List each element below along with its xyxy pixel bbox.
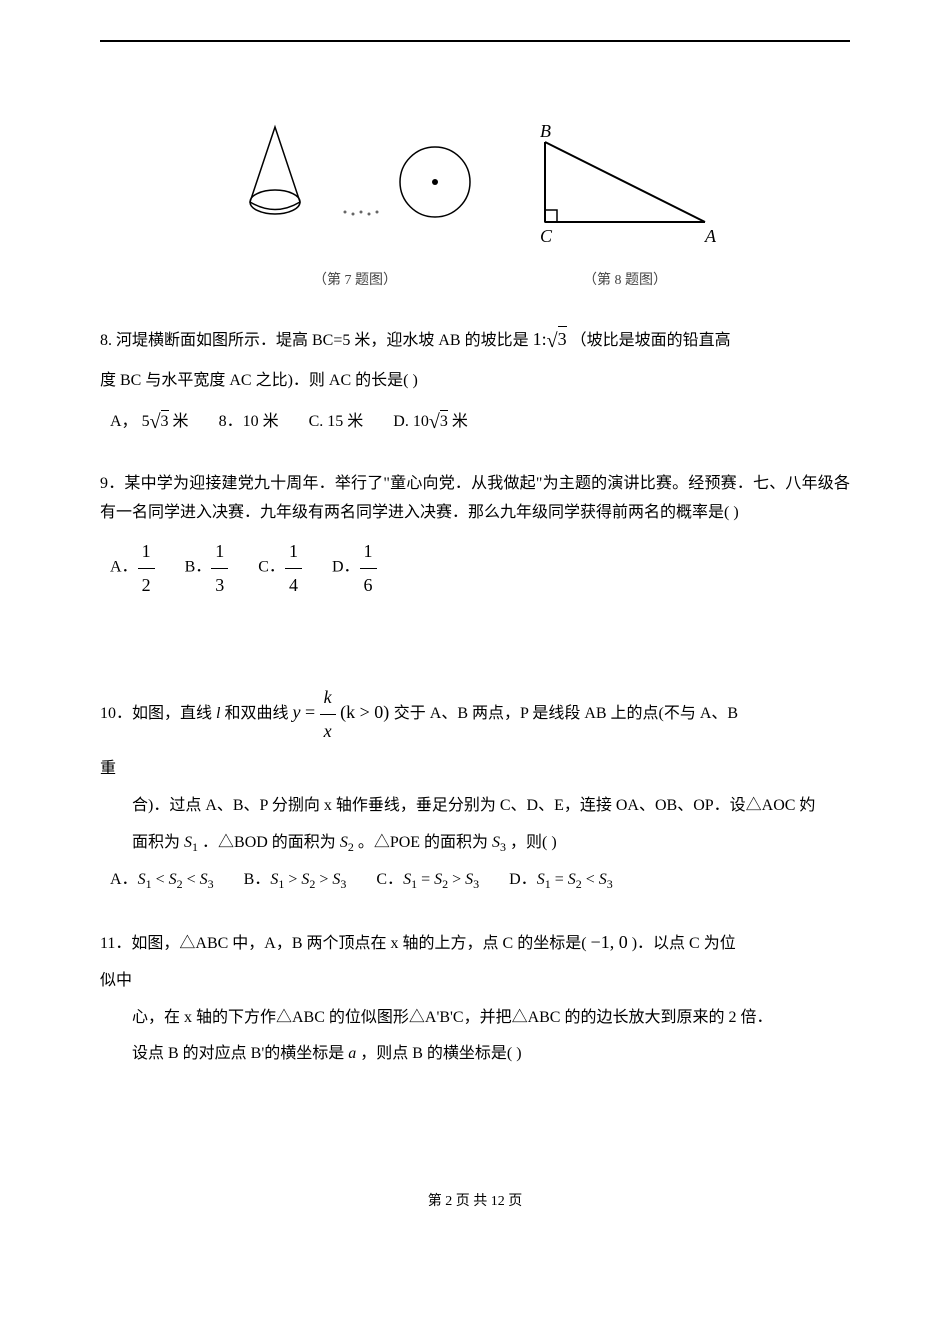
triangle-svg: B C A <box>525 122 725 252</box>
q10-choice-c: C．S1 = S2 > S3 <box>376 866 479 896</box>
q8-text3: 度 BC 与水平宽度 AC 之比)．则 AC 的长是( ) <box>100 367 850 396</box>
q8-choice-c: C. 15 米 <box>309 408 364 437</box>
q10-text3: 交于 A、B 两点，P 是线段 AB 上的点(不与 A、B <box>394 705 738 722</box>
label-C: C <box>540 226 553 246</box>
q8-choice-a: A， 5√3 米 <box>110 404 189 440</box>
q11-text1: 11．如图，△ABC 中，A，B 两个顶点在 x 轴的上方，点 C 的坐标是( <box>100 935 587 952</box>
label-A: A <box>704 226 717 246</box>
q10-text4: 重 <box>100 755 850 784</box>
q10-text2: 和双曲线 <box>224 705 288 722</box>
q8-text1: 8. 河堤横断面如图所示．堤高 BC=5 米，迎水坡 AB 的坡比是 <box>100 332 529 349</box>
question-9: 9．某中学为迎接建党九十周年．举行了"童心向党．从我做起"为主题的演讲比赛。经预… <box>100 470 850 601</box>
q10-text9: ，则( ) <box>510 834 557 851</box>
figure-7: （第 7 题图） <box>225 102 485 293</box>
top-border <box>100 40 850 42</box>
q9-text: 9．某中学为迎接建党九十周年．举行了"童心向党．从我做起"为主题的演讲比赛。经预… <box>100 470 850 528</box>
q11-var-a: a <box>348 1045 356 1062</box>
q11-text4: 心，在 x 轴的下方作△ABC 的位似图形△A'B'C，并把△ABC 的的边长放… <box>100 1004 850 1033</box>
q11-text6: ，则点 B 的横坐标是( ) <box>360 1045 521 1062</box>
q8-text2: （坡比是坡面的铅直高 <box>571 332 731 349</box>
q10-text5: 合)．过点 A、B、P 分捌向 x 轴作垂线，垂足分别为 C、D、E，连接 OA… <box>100 792 850 821</box>
q8-choices: A， 5√3 米 8．10 米 C. 15 米 D. 10√3 米 <box>110 404 850 440</box>
q9-choice-b: B．13 <box>185 535 229 601</box>
q10-var-l: l <box>216 705 220 722</box>
q9-choice-c: C．14 <box>258 535 302 601</box>
q11-text3: 似中 <box>100 967 850 996</box>
q10-text8: 。△POE 的面积为 <box>358 834 488 851</box>
cone-views-svg <box>225 102 485 252</box>
fig8-caption: （第 8 题图） <box>525 268 725 293</box>
page-footer: 第 2 页 共 12 页 <box>100 1189 850 1214</box>
q9-choices: A．12 B．13 C．14 D．16 <box>110 535 850 601</box>
q9-choice-d: D．16 <box>332 535 377 601</box>
q11-text5: 设点 B 的对应点 B'的横坐标是 <box>132 1045 344 1062</box>
q10-choice-b: B．S1 > S2 > S3 <box>244 866 347 896</box>
q10-text6: 面积为 <box>132 834 180 851</box>
fig7-caption: （第 7 题图） <box>225 268 485 293</box>
q10-text7: ．△BOD 的面积为 <box>202 834 336 851</box>
q8-choice-d: D. 10√3 米 <box>393 404 468 440</box>
q9-choice-a: A．12 <box>110 535 155 601</box>
q11-text2: )．以点 C 为位 <box>632 935 736 952</box>
label-B: B <box>540 122 551 141</box>
question-8: 8. 河堤横断面如图所示．堤高 BC=5 米，迎水坡 AB 的坡比是 1:√3 … <box>100 323 850 440</box>
q10-choices: A．S1 < S2 < S3 B．S1 > S2 > S3 C．S1 = S2 … <box>110 866 850 896</box>
q10-choice-a: A．S1 < S2 < S3 <box>110 866 214 896</box>
q10-choice-d: D．S1 = S2 < S3 <box>509 866 613 896</box>
question-10: 10．如图，直线 l 和双曲线 y = kx (k > 0) 交于 A、B 两点… <box>100 681 850 896</box>
q8-choice-b: 8．10 米 <box>219 408 279 437</box>
figure-8: B C A （第 8 题图） <box>525 122 725 293</box>
question-11: 11．如图，△ABC 中，A，B 两个顶点在 x 轴的上方，点 C 的坐标是( … <box>100 926 850 1069</box>
q10-text1: 10．如图，直线 <box>100 705 212 722</box>
figures-row: （第 7 题图） B C A （第 8 题图） <box>100 102 850 293</box>
